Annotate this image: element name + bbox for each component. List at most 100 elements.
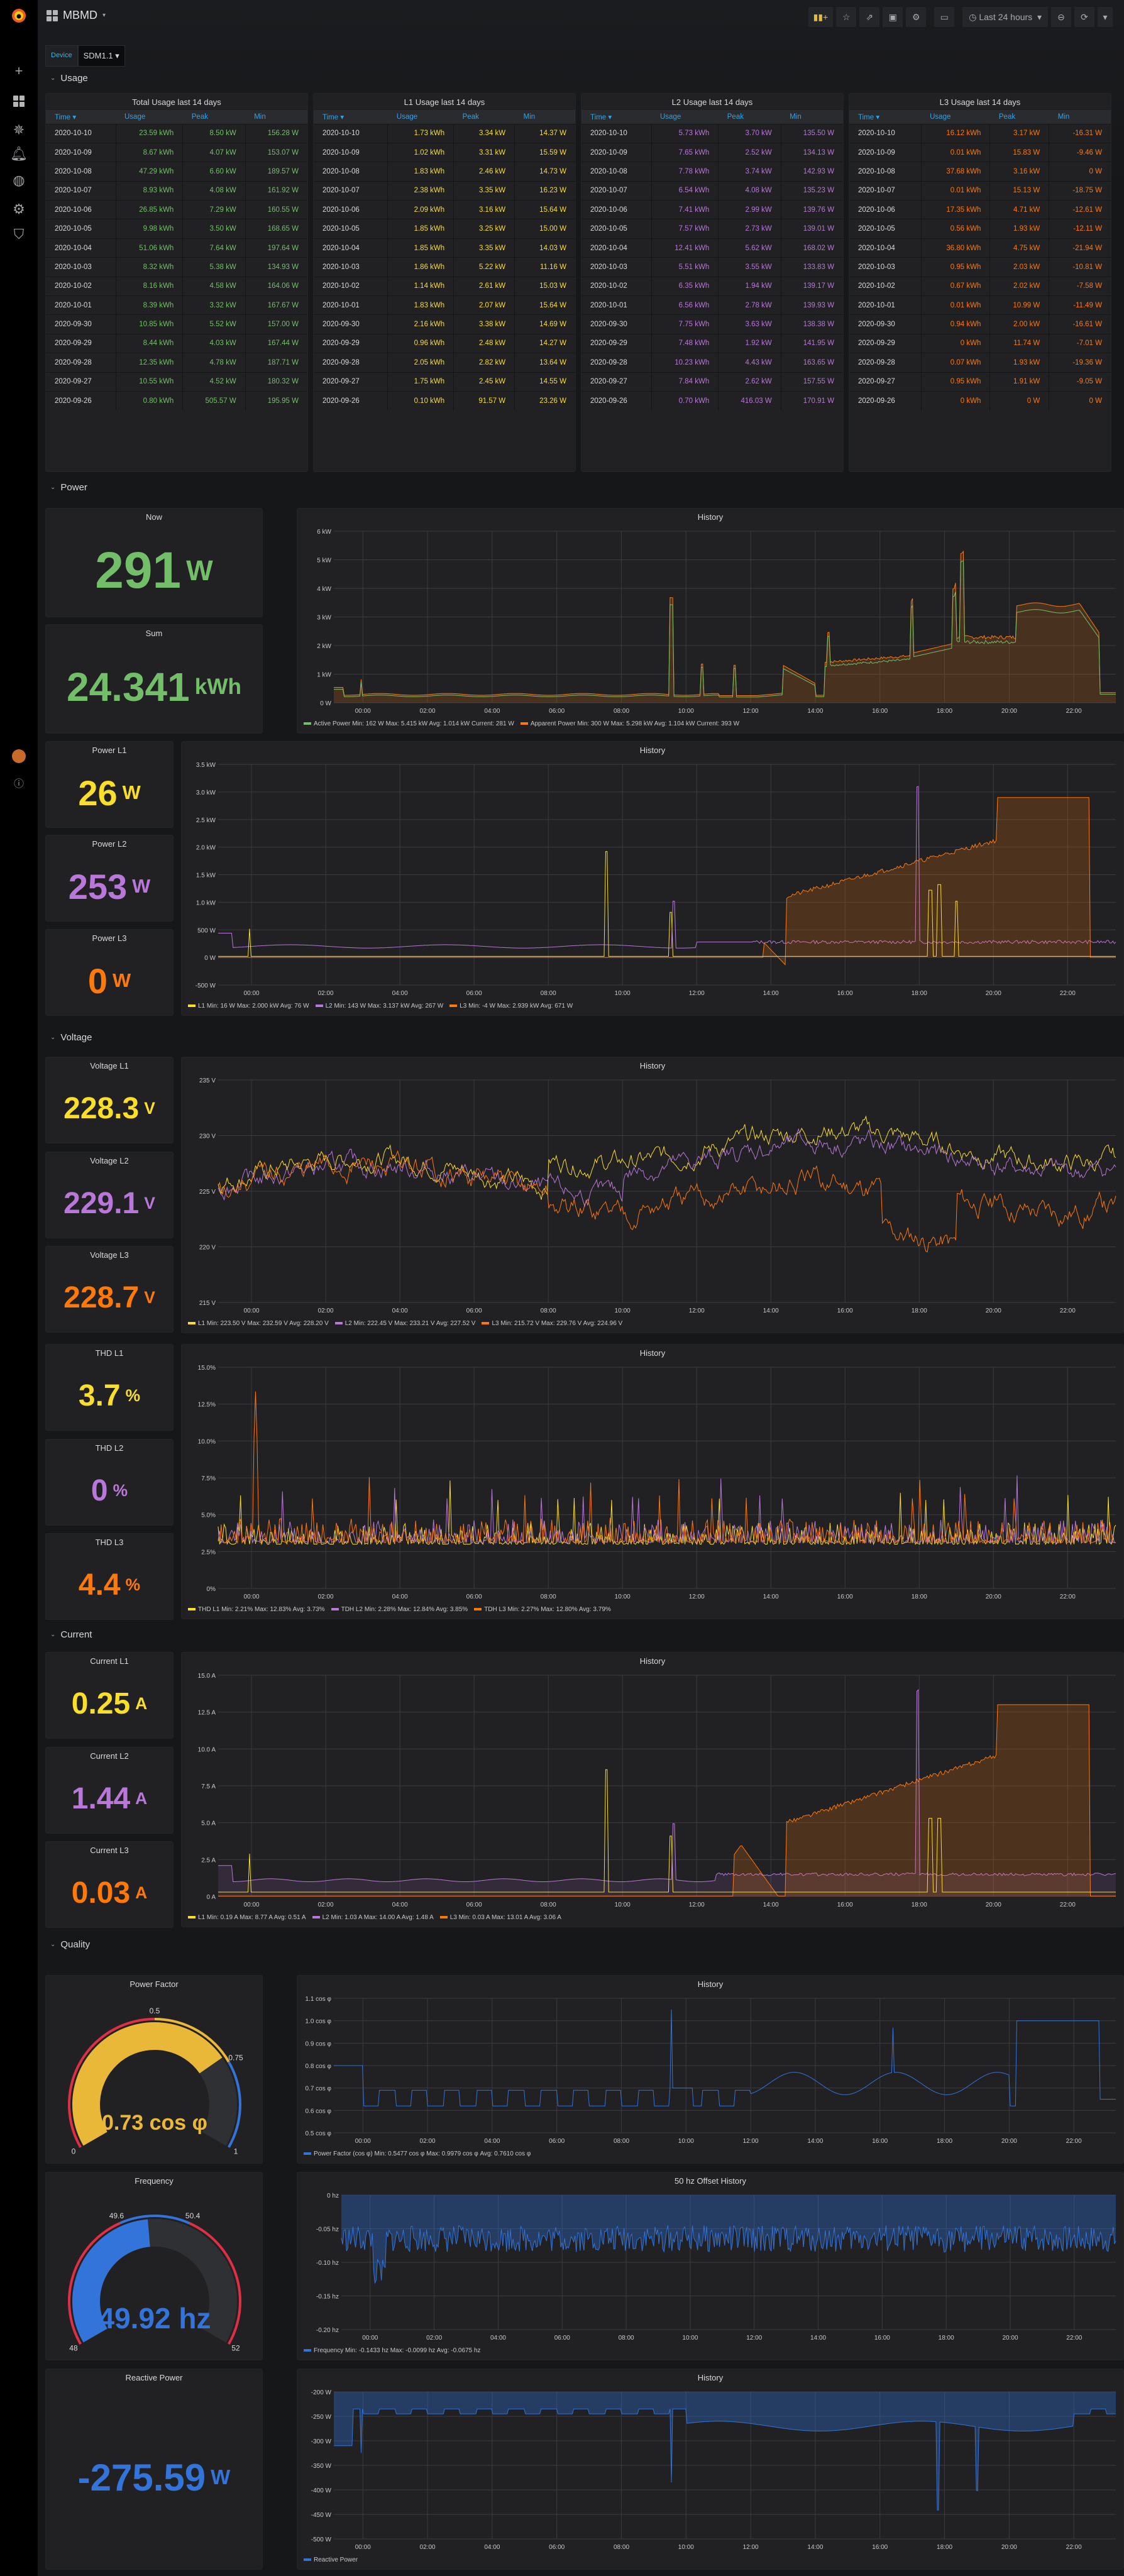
column-header[interactable]: Time ▾ [314,110,388,124]
table-cell: 10.55 kWh [115,372,183,392]
y-tick-label: -0.10 hz [316,2260,339,2267]
table-cell: 23.59 kWh [115,123,183,143]
table-cell: 4.52 kW [182,372,246,392]
table-cell: 15.64 W [514,295,575,315]
refresh-button[interactable]: ⟳ [1074,7,1094,27]
row-voltage[interactable]: ⌄ Voltage [50,1032,92,1043]
panel-title: History [697,2373,724,2382]
legend-item[interactable]: L3 Min: -4 W Max: 2.939 kW Avg: 671 W [449,1003,573,1010]
gauge-threshold-band [68,2018,155,2148]
table-cell: 8.32 kWh [115,257,183,277]
table-cell: -12.61 W [1049,200,1111,219]
explore-icon[interactable]: ✵ [13,122,25,138]
legend-item[interactable]: TDH L3 Min: 2.27% Max: 12.80% Avg: 3.79% [474,1606,611,1613]
refresh-interval-button[interactable]: ▾ [1098,7,1113,27]
user-avatar-icon[interactable] [9,747,28,766]
settings-button[interactable]: ⚙ [906,7,927,27]
series-line [334,2009,1116,2106]
add-panel-button[interactable]: ▮▮+ [808,7,834,27]
column-header[interactable]: Peak [718,110,781,124]
legend-item[interactable]: Reactive Power [304,2557,358,2563]
chart-svg[interactable]: 215 V 220 V 225 V 230 V 235 V 00:00 02:00 04:00… [182,1057,1124,1333]
shield-icon[interactable]: ⛉ [13,226,25,242]
column-header[interactable]: Peak [182,110,246,124]
legend-item[interactable]: Apparent Power Min: 300 W Max: 5.298 kW … [520,720,739,727]
save-button[interactable]: ▣ [883,7,903,27]
table-row: 2020-10-08 37.68 kWh 3.16 kW 0 W [849,162,1111,182]
legend-item[interactable]: L3 Min: 0.03 A Max: 13.01 A Avg: 3.06 A [439,1914,561,1921]
table-cell: 2020-10-03 [581,257,651,277]
column-header[interactable]: Peak [453,110,515,124]
column-header[interactable]: Min [245,110,307,124]
dashboard-picker[interactable]: MBMD ▾ [47,9,106,22]
table-cell: 4.71 kW [989,200,1049,219]
table-cell: 2.48 kW [453,333,515,353]
legend-item[interactable]: L1 Min: 0.19 A Max: 8.77 A Avg: 0.51 A [188,1914,306,1921]
chart-svg[interactable]: -500 W 0 W 500 W 1.0 kW 1.5 kW 2.0 kW 2.5 kW 3.… [182,742,1124,1016]
row-power[interactable]: ⌄ Power [50,482,87,493]
column-header[interactable]: Peak [989,110,1049,124]
stat-unit: V [144,1098,155,1118]
legend-item[interactable]: L2 Min: 143 W Max: 3.137 kW Avg: 267 W [315,1003,443,1010]
legend-item[interactable]: L1 Min: 223.50 V Max: 232.59 V Avg: 228.… [188,1320,329,1327]
table-cell: 157.00 W [245,314,307,334]
chart-svg[interactable]: 0.5 cos φ 0.6 cos φ 0.7 cos φ 0.8 cos φ 0.9 … [297,1976,1124,2164]
column-header[interactable]: Time ▾ [581,110,651,124]
y-tick-label: 2.5% [201,1549,216,1556]
chart-svg[interactable]: 0 A 2.5 A 5.0 A 7.5 A 10.0 A 12.5 A 15.0 A 00:0… [182,1653,1124,1927]
table-cell: 7.78 kWh [651,162,719,182]
chart-svg[interactable]: 0 W 1 kW 2 kW 3 kW 4 kW 5 kW 6 kW 00:00 02:00 04:… [297,509,1124,734]
column-header[interactable]: Min [1049,110,1111,124]
chart-svg[interactable]: -500 W -450 W -400 W -350 W -300 W -250 W -200… [297,2369,1124,2570]
column-header[interactable]: Time ▾ [849,110,922,124]
table-cell: 2020-09-26 [581,390,651,410]
column-header[interactable]: Usage [921,110,990,124]
row-quality[interactable]: ⌄ Quality [50,1939,90,1950]
dashboards-icon[interactable] [9,92,28,111]
zoom-out-button[interactable]: ⊖ [1051,7,1071,27]
legend-item[interactable]: L3 Min: 215.72 V Max: 229.76 V Avg: 224.… [482,1320,622,1327]
gear-icon[interactable]: ⚙ [13,201,25,217]
plus-icon[interactable]: + [14,63,23,79]
table-cell: 2020-10-05 [46,219,116,239]
legend-item[interactable]: L2 Min: 1.03 A Max: 14.00 A Avg: 1.48 A [312,1914,434,1921]
device-select[interactable]: SDM1.1 ▾ [77,45,125,67]
chart-svg[interactable]: 0% 2.5% 5.0% 7.5% 10.0% 12.5% 15.0% 00:00 02:00 0… [182,1345,1124,1619]
legend-item[interactable]: Power Factor (cos φ) Min: 0.5477 cos φ M… [304,2150,531,2157]
alert-bell-icon[interactable]: 🔔︎ [10,146,28,162]
row-current[interactable]: ⌄ Current [50,1629,92,1640]
column-header[interactable]: Usage [387,110,454,124]
column-header[interactable]: Usage [651,110,719,124]
time-picker-button[interactable]: ◷ Last 24 hours ▾ [962,7,1048,27]
grafana-logo-icon[interactable] [9,6,28,25]
globe-icon[interactable]: ◍ [13,172,25,188]
table-cell: -16.31 W [1049,123,1111,143]
legend-item[interactable]: Active Power Min: 162 W Max: 5.415 kW Av… [304,720,514,727]
column-header[interactable]: Min [781,110,843,124]
tv-mode-button[interactable]: ▭ [934,7,955,27]
legend-item[interactable]: Frequency Min: -0.1433 hz Max: -0.0099 h… [304,2347,481,2354]
share-button[interactable]: ⇗ [859,7,880,27]
table-cell: 7.57 kWh [651,219,719,239]
legend-item[interactable]: L1 Min: 16 W Max: 2.000 kW Avg: 76 W [188,1003,309,1010]
panel-title: Sum [145,629,163,638]
row-usage[interactable]: ⌄ Usage [50,73,88,84]
x-tick-label: 18:00 [912,1307,927,1314]
column-header[interactable]: Min [514,110,575,124]
panel-title: Reactive Power [125,2373,183,2382]
legend-item[interactable]: L2 Min: 222.45 V Max: 233.21 V Avg: 227.… [334,1320,475,1327]
x-tick-label: 00:00 [244,990,260,997]
legend-item[interactable]: TDH L2 Min: 2.28% Max: 12.84% Avg: 3.85% [331,1606,468,1613]
table-row: 2020-10-06 2.09 kWh 3.16 kW 15.64 W [314,200,575,219]
chart-svg[interactable]: -0.20 hz -0.15 hz -0.10 hz -0.05 hz 0 hz 00:0… [297,2172,1124,2360]
table-cell: 10.85 kWh [115,314,183,334]
column-header[interactable]: Time ▾ [46,110,116,124]
table-cell: 2020-10-07 [849,180,922,201]
x-tick-label: 22:00 [1060,990,1076,997]
table-cell: 2020-10-09 [581,142,651,162]
y-tick-label: 215 V [199,1300,216,1307]
column-header[interactable]: Usage [116,110,183,124]
star-button[interactable]: ☆ [836,7,857,27]
legend-item[interactable]: THD L1 Min: 2.21% Max: 12.83% Avg: 3.73% [188,1606,325,1613]
help-icon[interactable]: ⓘ [13,779,24,790]
